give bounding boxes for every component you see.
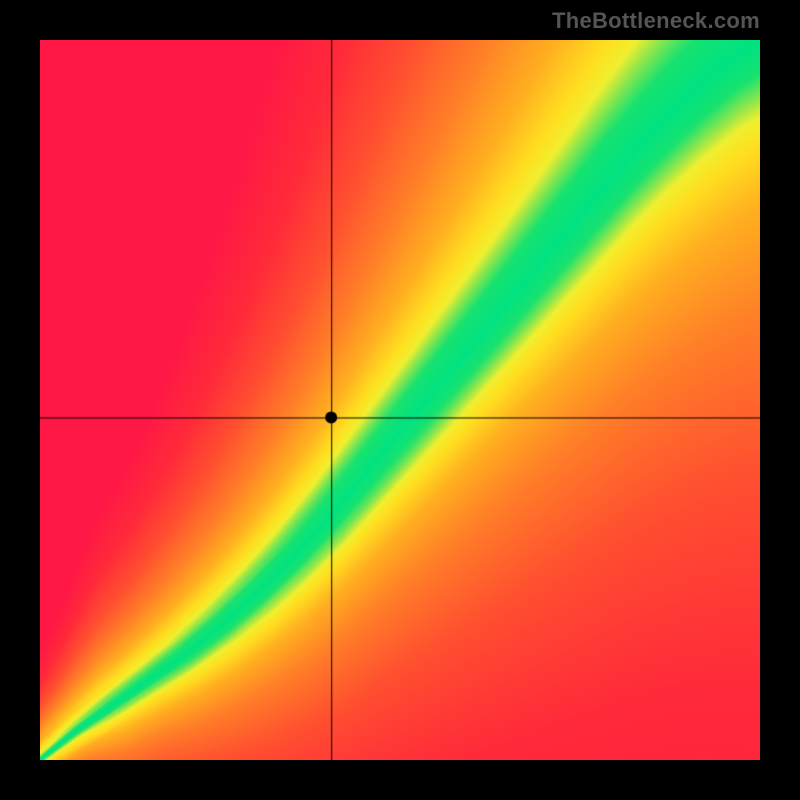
heatmap-canvas xyxy=(40,40,760,760)
heatmap-plot xyxy=(40,40,760,760)
watermark-text: TheBottleneck.com xyxy=(552,8,760,34)
chart-frame: TheBottleneck.com xyxy=(0,0,800,800)
